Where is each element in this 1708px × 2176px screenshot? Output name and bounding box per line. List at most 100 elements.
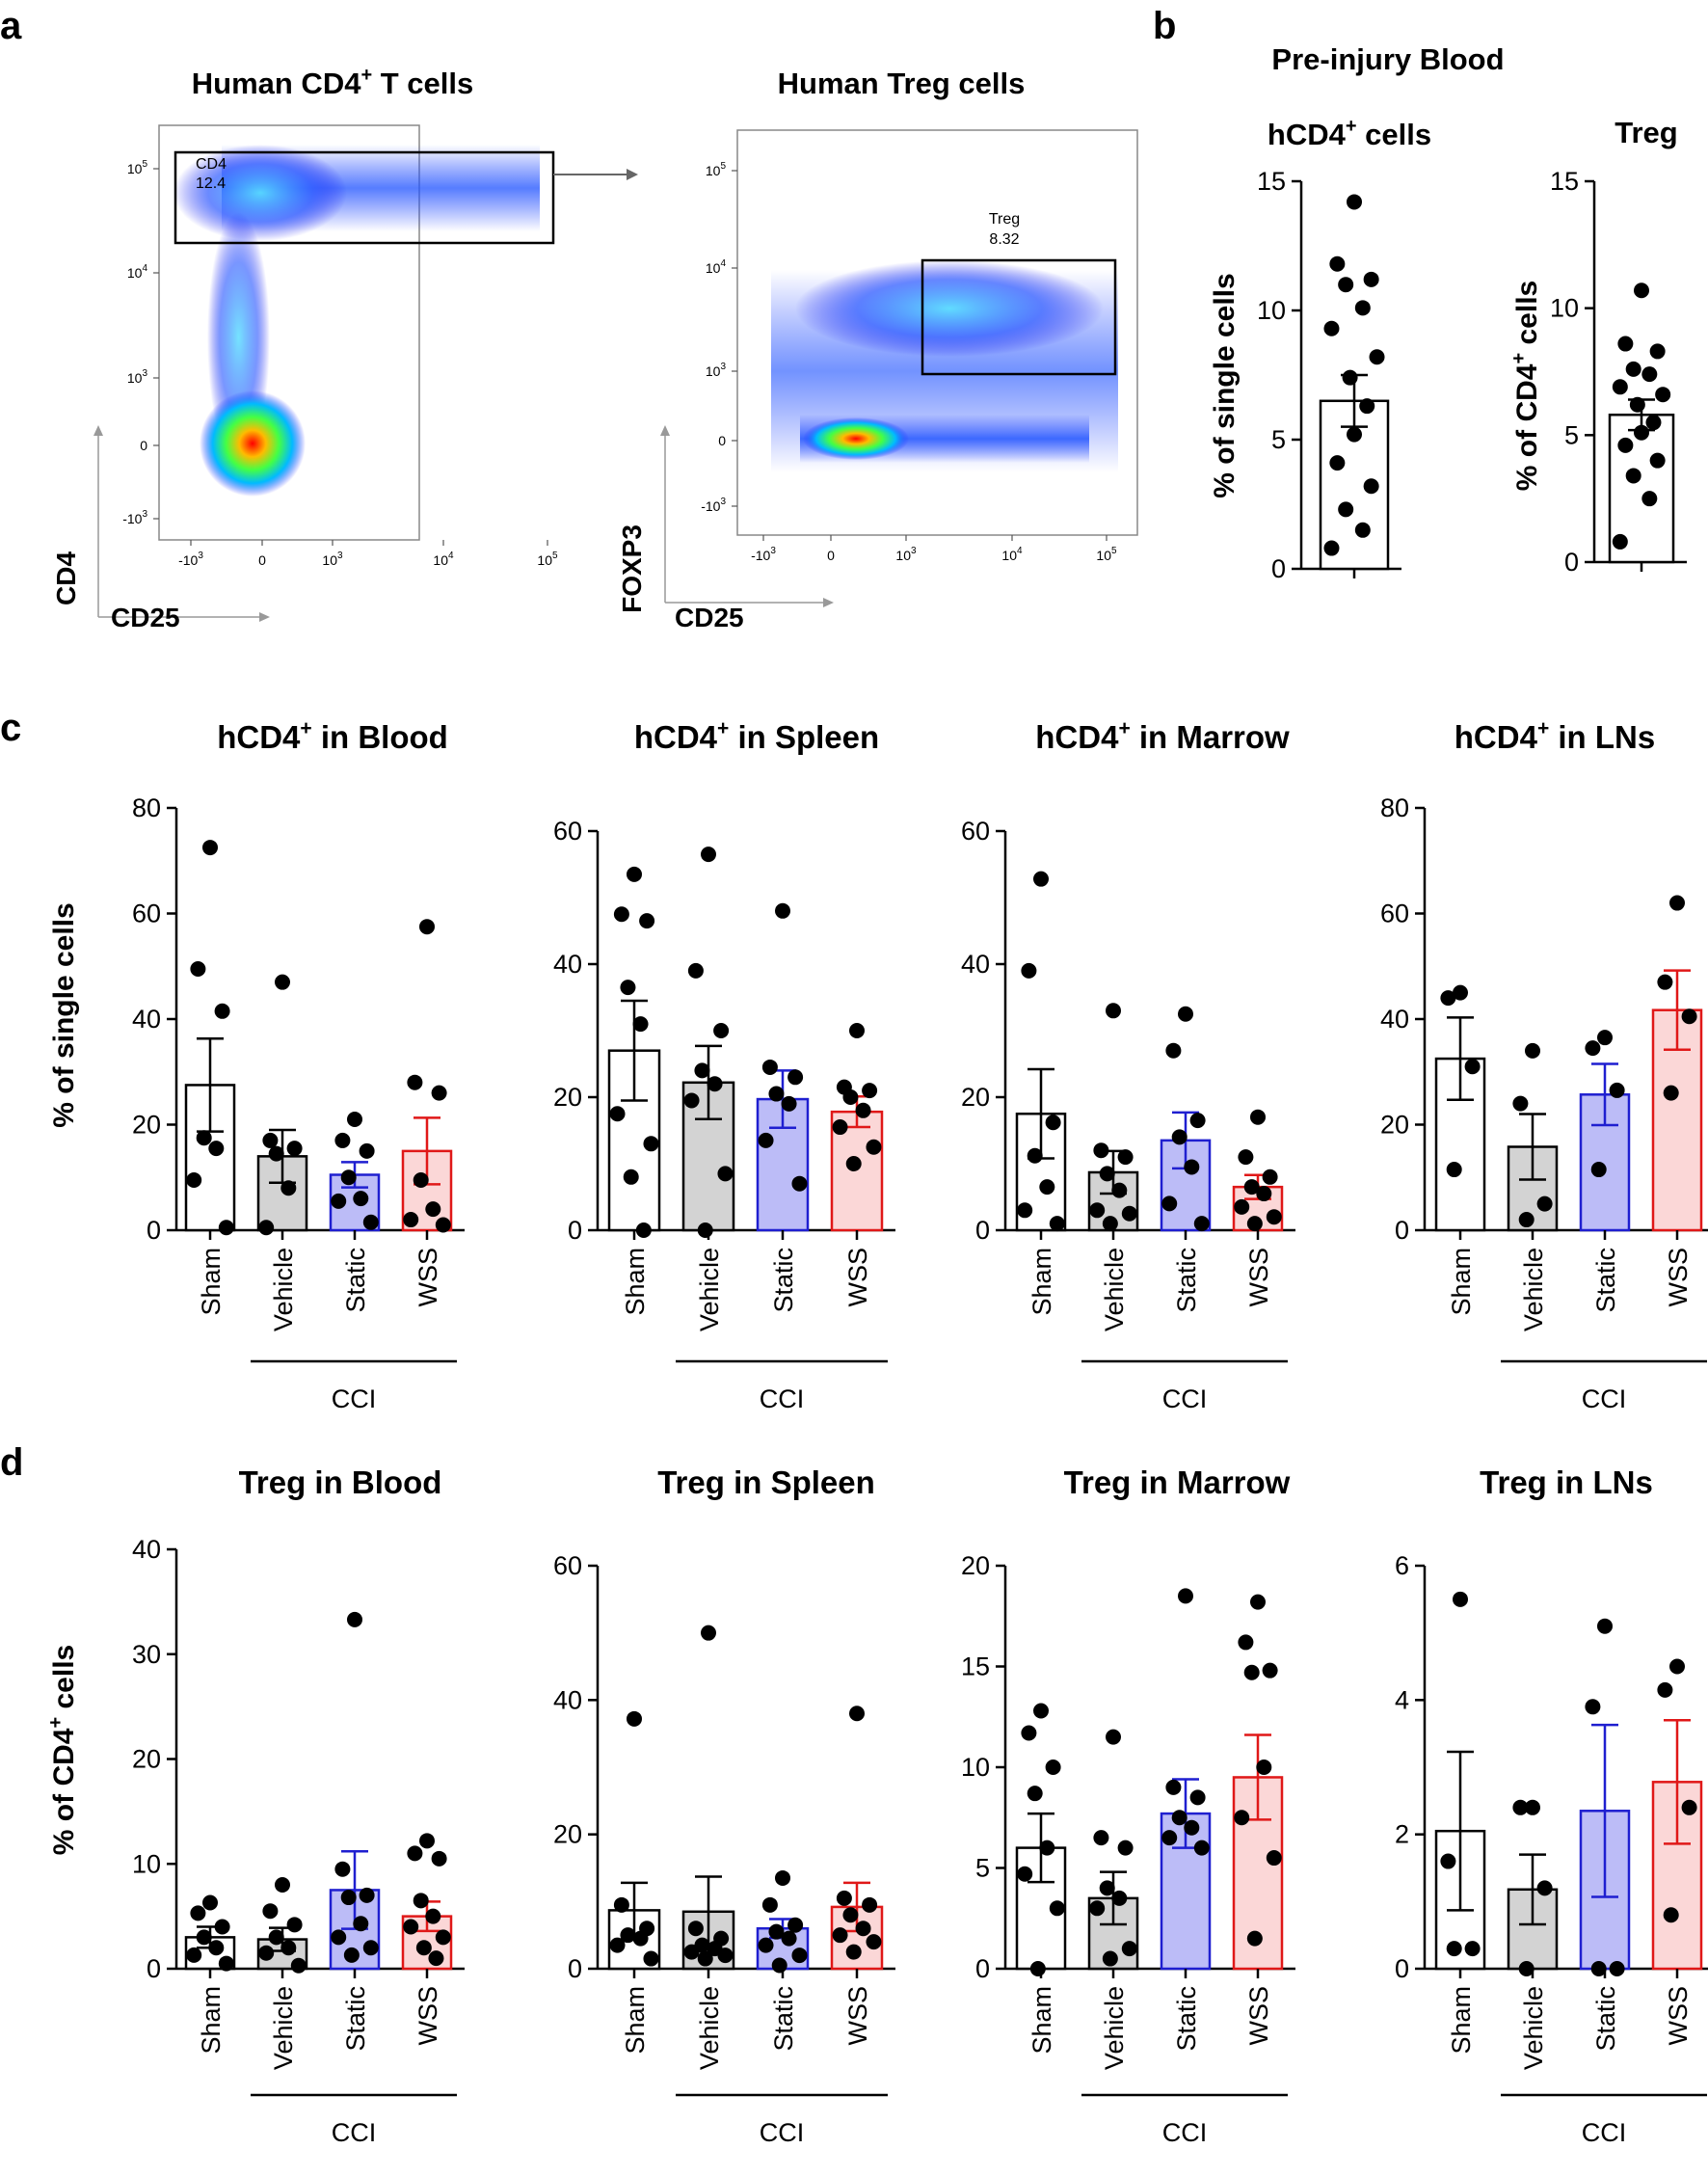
wss-data-point [836,1890,852,1906]
y-tick-label: 40 [1380,1005,1409,1034]
bar-data-point [1655,387,1671,403]
vehicle-data-point [258,1945,275,1961]
bar-data-point [1329,255,1346,272]
vehicle-data-point [717,1948,734,1964]
sham-data-point [1045,1760,1061,1775]
vehicle-data-point [1518,1212,1535,1228]
flow-x-tick-label: -103 [751,546,776,563]
panel-b-ylabel-2: % of CD4+ cells [1508,281,1543,491]
panel-d-ylabel: % of CD4+ cells [45,1645,80,1855]
cci-label: CCI [1582,2118,1627,2147]
sham-data-point [1045,1115,1061,1131]
sham-data-point [1017,1202,1033,1219]
wss-data-point [862,1083,878,1099]
category-label-sham: Sham [1027,1248,1056,1316]
category-label-vehicle: Vehicle [695,1248,724,1331]
bar-data-point [1649,452,1666,469]
static-data-point [787,1917,804,1933]
chart-b-hcd4: 0 5 10 15 [1257,167,1401,583]
static-data-point [1597,1030,1613,1046]
static-data-point [347,1112,362,1128]
sham-data-point [208,1940,225,1956]
panel-label-b: b [1153,5,1176,47]
vehicle-data-point [286,1917,303,1933]
wss-data-point [1238,1634,1254,1651]
bar-data-point [1612,379,1628,395]
flow-x-arrow-head [823,598,834,607]
flow-ticks-cd4: 105 104 103 0 -103 -103 0 103 104 105 [122,159,558,568]
wss-data-point [1681,1008,1697,1025]
wss-data-point [413,1171,429,1188]
category-label-static: Static [1172,1986,1201,2052]
vehicle-data-point [1117,1149,1134,1166]
sham-data-point [613,1896,629,1913]
wss-data-point [435,1217,451,1233]
wss-data-point [1262,1662,1278,1679]
static-data-point [340,1890,357,1906]
wss-data-point [1657,1681,1673,1698]
wss-data-point [419,919,435,935]
vehicle-data-point [1089,1202,1106,1219]
vehicle-data-point [1536,1880,1553,1896]
flow-y-arrow-head [93,425,103,436]
category-label-static: Static [1591,1986,1620,2052]
category-label-wss: WSS [414,1986,442,2046]
static-data-point [1189,1789,1206,1806]
wss-data-point [1243,1664,1260,1680]
category-label-wss: WSS [414,1248,442,1307]
wss-data-point [1681,1799,1697,1815]
flow-y-tick-label: 104 [706,258,727,276]
wss-data-point [832,1927,848,1944]
flow-frame [736,129,1138,536]
static-data-point [359,1142,375,1159]
vehicle-data-point [1121,1941,1137,1957]
sham-data-point [1027,1147,1043,1164]
vehicle-data-point [697,1222,713,1238]
flow-x-arrow-head [259,612,270,622]
sham-data-point [1464,1941,1481,1957]
sham-data-point [1027,1786,1043,1802]
y-tick-label: 0 [147,1216,161,1245]
sham-data-point [1446,1162,1462,1178]
flow-density-blob [795,260,1104,357]
bar-data-point [1369,349,1385,365]
wss-data-point [1256,1760,1272,1775]
bar-data-point [1323,540,1340,556]
y-tick-label: 0 [1395,1954,1409,1983]
vehicle-data-point [1102,1216,1118,1232]
y-tick-label: 6 [1395,1551,1409,1580]
static-data-point [761,1059,778,1075]
vehicle-data-point [268,1145,284,1162]
flow-y-axis-label-cd4: CD4 [51,551,81,605]
cci-label: CCI [332,1384,377,1413]
vehicle-data-point [707,1076,723,1092]
y-tick-label: 15 [1257,167,1286,196]
wss-data-point [1663,1907,1679,1923]
wss-data-point [403,1919,419,1935]
y-tick-label: 20 [1380,1111,1409,1140]
category-label-static: Static [1591,1248,1620,1313]
bar-data-point [1347,426,1362,443]
y-tick-label: 0 [975,1216,990,1245]
flow-x-axis-label-cd4: CD25 [111,603,180,632]
flow-frame [158,124,420,541]
y-tick-label: 60 [961,817,990,846]
sham-data-point [196,1130,212,1146]
flow-y-axis-label-treg: FOXP3 [617,524,647,613]
static-data-point [775,1869,790,1886]
cci-label: CCI [760,1384,805,1413]
vehicle-data-point [1525,1799,1540,1815]
vehicle-data-point [290,1957,307,1974]
flow-x-tick-label: 0 [258,552,266,568]
chart-c-blood: 0 20 40 60 80 Sham Vehicle Static WSS CCI [132,793,465,1413]
bar-data-point [1354,300,1371,316]
static-data-point [761,1896,778,1913]
panel-c-ylabel: % of single cells [48,902,80,1127]
wss-data-point [1243,1179,1260,1195]
vehicle-data-point [697,1950,713,1967]
flow-x-tick-label: 105 [537,551,558,568]
sham-data-point [1021,1725,1037,1741]
bar-data-point [1645,415,1662,431]
y-tick-label: 20 [961,1551,990,1580]
